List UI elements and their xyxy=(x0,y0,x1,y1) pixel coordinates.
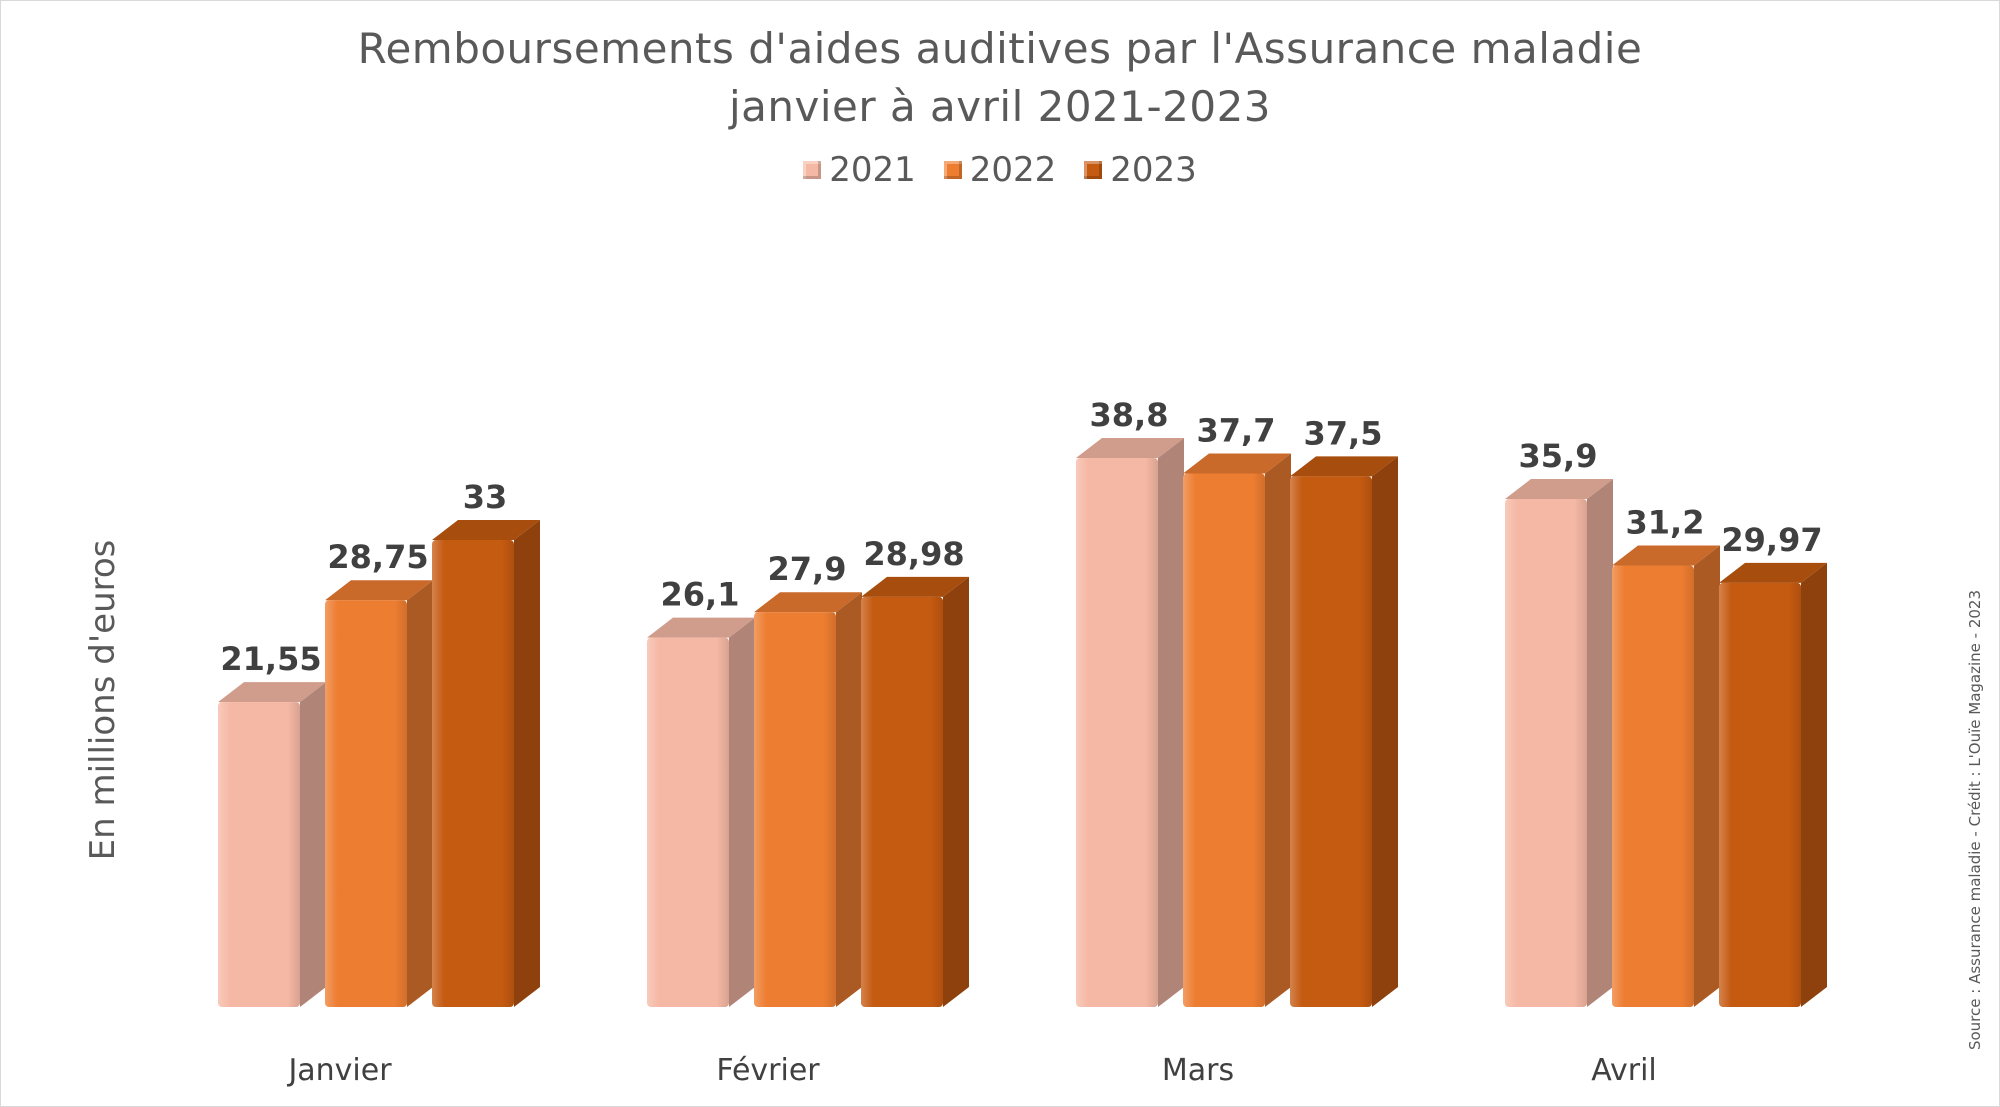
legend-label-2022: 2022 xyxy=(969,150,1057,190)
legend-label-2021: 2021 xyxy=(829,150,916,190)
data-label-avril-2021: 35,9 xyxy=(1519,437,1598,475)
data-label-janvier-2021: 21,55 xyxy=(220,640,321,678)
category-label-janvier: Janvier xyxy=(286,1053,392,1088)
category-label-février: Février xyxy=(716,1053,820,1088)
bar-avril-2023 xyxy=(1719,562,1827,1007)
category-label-avril: Avril xyxy=(1591,1053,1657,1088)
bar-janvier-2023 xyxy=(432,520,540,1007)
data-label-avril-2022: 31,2 xyxy=(1626,504,1705,542)
bar-février-2023 xyxy=(861,576,969,1007)
data-label-mars-2022: 37,7 xyxy=(1197,412,1276,450)
legend: 2021 2022 2023 xyxy=(0,150,2000,190)
bar-avril-2021 xyxy=(1505,479,1613,1007)
data-label-mars-2021: 38,8 xyxy=(1090,396,1169,434)
legend-item-2022: 2022 xyxy=(943,150,1057,190)
data-label-février-2021: 26,1 xyxy=(661,576,740,614)
legend-swatch-2023 xyxy=(1084,161,1103,179)
bar-mars-2021 xyxy=(1076,437,1184,1008)
data-label-avril-2023: 29,97 xyxy=(1721,521,1822,559)
chart-subtitle: janvier à avril 2021-2023 xyxy=(728,82,1272,131)
bar-février-2021 xyxy=(647,617,755,1007)
data-label-février-2023: 28,98 xyxy=(863,535,964,573)
bar-avril-2022 xyxy=(1612,545,1720,1007)
category-label-mars: Mars xyxy=(1162,1053,1234,1088)
bar-janvier-2021 xyxy=(218,682,326,1007)
bar-janvier-2022 xyxy=(325,580,433,1007)
bar-mars-2023 xyxy=(1290,456,1398,1007)
legend-label-2023: 2023 xyxy=(1110,150,1197,190)
legend-item-2021: 2021 xyxy=(803,150,916,190)
legend-item-2023: 2023 xyxy=(1084,150,1197,190)
data-label-janvier-2023: 33 xyxy=(463,478,508,516)
bar-février-2022 xyxy=(754,592,862,1007)
legend-swatch-2021 xyxy=(803,161,822,179)
data-label-février-2022: 27,9 xyxy=(768,550,847,588)
data-label-mars-2023: 37,5 xyxy=(1304,414,1383,452)
data-label-janvier-2022: 28,75 xyxy=(327,538,428,576)
legend-swatch-2022 xyxy=(943,161,962,179)
bar-mars-2022 xyxy=(1183,453,1291,1007)
chart-title: Remboursements d'aides auditives par l'A… xyxy=(357,24,1643,73)
